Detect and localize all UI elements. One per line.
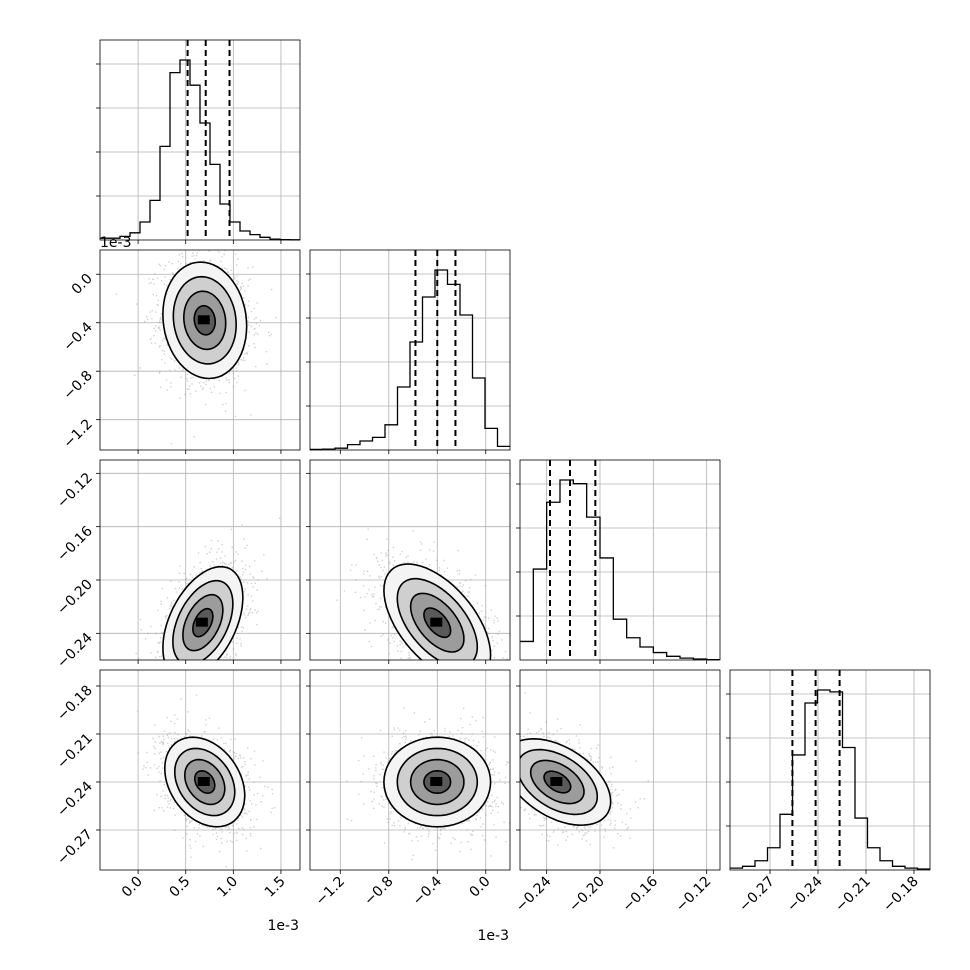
contour-line (163, 736, 246, 828)
contour-line (182, 593, 224, 652)
contour-line (423, 769, 452, 795)
contour-line (520, 748, 599, 816)
panel-content (115, 250, 277, 445)
contour-line (383, 563, 492, 660)
panel-0-0 (96, 39, 301, 244)
density-peak (550, 777, 563, 786)
density-peak (430, 617, 443, 627)
contour-line (192, 607, 214, 638)
histogram-1 (310, 269, 510, 451)
offset-label: 1e-3 (268, 918, 299, 934)
panel-frame (729, 669, 931, 871)
panel-2-2 (516, 459, 721, 664)
contour-line (173, 747, 236, 817)
panel-content (336, 528, 508, 660)
density-peak (195, 617, 208, 627)
contour-line (520, 737, 612, 827)
contour-line (396, 577, 479, 660)
panel-frame (99, 669, 301, 871)
panel-3-2: −0.24 −0.20 −0.16 −0.12 (513, 669, 721, 915)
contour-line (162, 565, 244, 660)
panel-frame (99, 39, 301, 241)
contour-line (194, 769, 216, 795)
density-peak (197, 777, 210, 786)
histogram-2 (520, 479, 720, 661)
histogram-0 (100, 59, 300, 241)
offset-label: 1e-3 (100, 235, 131, 251)
contour-line (529, 759, 585, 805)
panel-frame (99, 249, 301, 451)
panel-frame (519, 459, 721, 661)
panel-frame (309, 669, 511, 871)
panel-content (346, 707, 510, 861)
density-peak (197, 315, 210, 325)
panel-2-1 (306, 459, 511, 664)
density-peak (430, 777, 443, 786)
panel-frame (519, 669, 721, 871)
contour-line (182, 290, 227, 351)
panel-content (520, 692, 649, 849)
contour-line (543, 770, 572, 794)
panel-content (135, 517, 281, 660)
contour-line (423, 607, 452, 639)
histogram-3 (730, 689, 930, 870)
panel-frame (99, 459, 301, 661)
contour-line (172, 579, 234, 660)
offset-label: 1e-3 (478, 928, 509, 944)
contour-line (162, 261, 248, 380)
contour-line (409, 592, 465, 653)
panel-frame (309, 459, 511, 661)
contour-line (183, 758, 226, 806)
panel-frame (309, 249, 511, 451)
panel-content (137, 694, 276, 868)
contour-line (172, 275, 238, 365)
contour-line (409, 758, 465, 806)
contour-line (396, 747, 479, 817)
contour-line (193, 305, 216, 336)
contour-line (383, 736, 492, 828)
panel-3-1: −1.2 −0.8 −0.4 0.0 (306, 669, 511, 909)
panel-1-1 (306, 249, 511, 454)
